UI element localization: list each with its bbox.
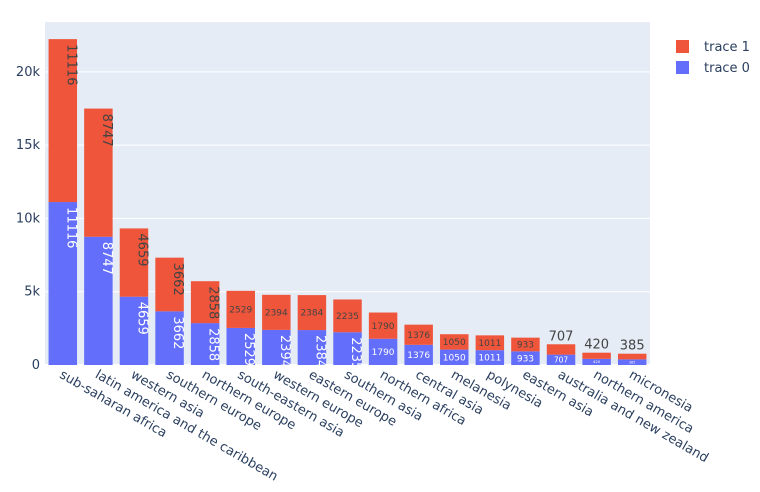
bar-trace-0[interactable]	[333, 332, 362, 365]
legend-label[interactable]: trace 0	[704, 61, 750, 76]
bar-value-label: 1011	[478, 354, 501, 364]
bar-value-label: 2529	[241, 333, 256, 366]
bar-trace-1[interactable]	[84, 108, 113, 237]
bar-value-label: 3662	[170, 316, 185, 349]
bar-trace-1[interactable]	[546, 344, 576, 355]
bar-trace-1[interactable]	[582, 352, 611, 359]
bar-trace-0[interactable]	[48, 202, 78, 365]
bar-value-label: 707	[549, 329, 574, 344]
legend[interactable]: trace 1 trace 0	[676, 40, 750, 76]
bar-trace-0[interactable]	[297, 330, 327, 365]
bar-value-label: 1050	[443, 338, 466, 348]
bar-trace-0[interactable]	[190, 323, 220, 365]
bar-trace-1[interactable]	[404, 324, 433, 345]
y-tick-label: 20k	[16, 65, 41, 80]
bar-value-label: 933	[517, 341, 534, 351]
bar-value-label: 385	[620, 339, 645, 354]
legend-swatch[interactable]	[676, 40, 689, 53]
bar-trace-1[interactable]	[226, 290, 255, 328]
bar-trace-1[interactable]	[511, 337, 540, 352]
bar-trace-1[interactable]	[333, 299, 362, 333]
bar-trace-0[interactable]	[226, 327, 255, 365]
bar-trace-0[interactable]	[404, 344, 433, 365]
bar-value-label: 933	[517, 354, 534, 364]
bar-value-label: 1050	[443, 353, 466, 363]
bar-trace-1[interactable]	[368, 312, 398, 339]
bar-value-label: 1376	[407, 351, 430, 361]
bar-trace-0[interactable]	[617, 359, 647, 365]
bar-value-label: 1790	[372, 348, 395, 358]
bar-value-label: 2858	[206, 286, 221, 319]
bar-trace-1[interactable]	[262, 294, 291, 330]
bar-value-label: 2394	[265, 309, 288, 319]
bars	[48, 39, 647, 365]
bar-value-label: 707	[554, 355, 569, 364]
bar-trace-0[interactable]	[84, 236, 113, 365]
bar-value-label: 4659	[134, 233, 149, 266]
bar-trace-1[interactable]	[297, 295, 327, 331]
bar-trace-1[interactable]	[617, 353, 647, 360]
bar-trace-0[interactable]	[368, 338, 398, 365]
bar-value-label: 1376	[407, 331, 430, 341]
y-tick-label: 10k	[16, 211, 41, 226]
bar-value-label: 8747	[99, 114, 114, 147]
bar-trace-1[interactable]	[190, 281, 220, 324]
bar-value-label: 11116	[63, 207, 78, 248]
bar-trace-0[interactable]	[119, 296, 149, 365]
bar-value-label: 1790	[372, 322, 395, 332]
bar-trace-0[interactable]	[262, 329, 291, 365]
bar-trace-0[interactable]	[582, 358, 611, 365]
y-tick-label: 0	[32, 358, 40, 373]
bar-trace-1[interactable]	[155, 257, 184, 312]
legend-label[interactable]: trace 1	[704, 40, 750, 55]
bar-value-label: 2235	[336, 312, 359, 322]
bar-value-label: 385	[629, 360, 635, 364]
y-axis: 0 5k 10k 15k 20k	[16, 65, 41, 373]
bar-value-label: 420	[584, 338, 609, 353]
y-tick-label: 15k	[16, 138, 41, 153]
bar-trace-0[interactable]	[475, 350, 505, 365]
bar-trace-1[interactable]	[119, 228, 149, 297]
bar-value-label: 420	[593, 360, 601, 364]
bar-labels: 11116 11116 8747 8747 4659 4659 3662 3662 2858 28…	[63, 44, 644, 370]
bar-trace-0[interactable]	[546, 354, 576, 365]
bar-trace-1[interactable]	[48, 39, 78, 203]
bar-value-label: 2394	[277, 335, 292, 368]
bar-value-label: 2529	[229, 306, 252, 316]
bar-value-label: 8747	[99, 242, 114, 275]
bar-value-label: 2858	[206, 328, 221, 361]
bar-trace-1[interactable]	[475, 335, 505, 351]
bar-trace-0[interactable]	[511, 351, 540, 365]
bar-trace-0[interactable]	[440, 349, 469, 365]
bar-value-label: 4659	[134, 302, 149, 335]
bar-value-label: 11116	[63, 44, 78, 85]
bar-value-label: 3662	[170, 263, 185, 296]
bar-value-label: 2384	[300, 309, 323, 319]
bar-trace-1[interactable]	[440, 334, 469, 350]
bar-trace-0[interactable]	[155, 311, 184, 365]
bar-value-label: 1011	[478, 339, 501, 349]
y-tick-label: 5k	[24, 285, 40, 300]
legend-swatch[interactable]	[676, 61, 689, 74]
bar-value-label: 2384	[312, 335, 327, 368]
bar-value-label: 2235	[348, 337, 363, 370]
